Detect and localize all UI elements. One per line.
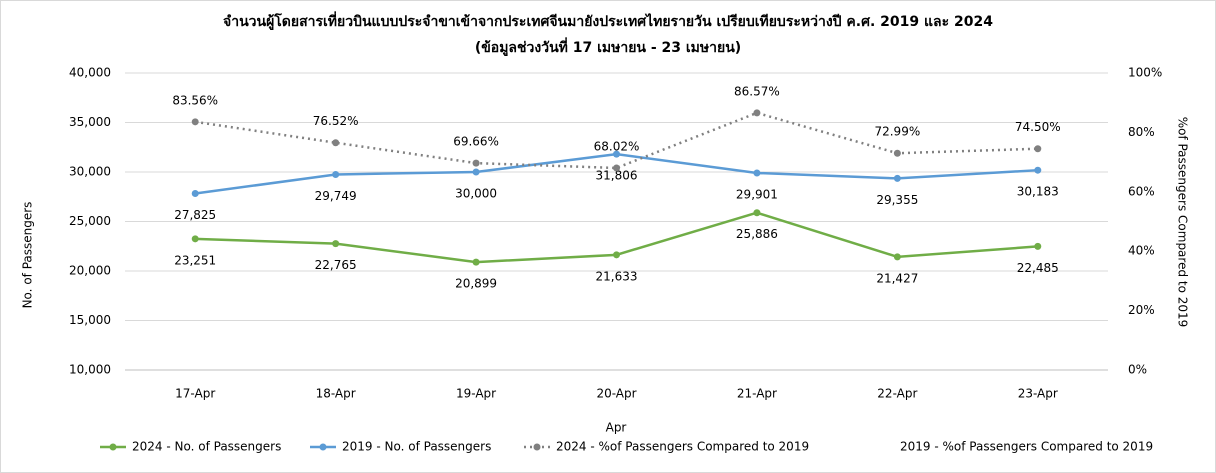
- y2-tick-label: 80%: [1128, 125, 1155, 139]
- data-point: [472, 258, 480, 266]
- legend-label: 2024 - No. of Passengers: [132, 440, 281, 454]
- y-tick-label: 20,000: [69, 264, 111, 278]
- data-point: [613, 164, 620, 172]
- data-label: 21,633: [596, 269, 638, 283]
- data-label: 22,485: [1017, 261, 1059, 275]
- data-label: 20,899: [455, 277, 497, 291]
- x-tick-label: 22-Apr: [877, 387, 917, 401]
- y-axis-title: No. of Passengers: [21, 202, 35, 309]
- y-tick-label: 25,000: [69, 214, 111, 228]
- x-tick-label: 21-Apr: [737, 387, 777, 401]
- x-tick-label: 19-Apr: [456, 387, 496, 401]
- data-label: 74.50%: [1015, 120, 1061, 134]
- data-point: [191, 235, 199, 243]
- x-tick-label: 20-Apr: [596, 387, 636, 401]
- data-point: [893, 253, 901, 261]
- data-label: 72.99%: [874, 125, 920, 139]
- legend-marker: [109, 443, 117, 451]
- legend-label: 2024 - %of Passengers Compared to 2019: [556, 440, 809, 454]
- data-point: [332, 139, 340, 147]
- data-point: [1034, 242, 1042, 250]
- data-point: [332, 240, 340, 248]
- legend-marker: [319, 443, 327, 451]
- y2-tick-label: 40%: [1128, 244, 1155, 258]
- data-label: 31,806: [596, 169, 638, 183]
- data-point: [753, 209, 761, 217]
- data-point: [1034, 166, 1042, 174]
- data-label: 30,183: [1017, 185, 1059, 199]
- data-point: [753, 109, 761, 117]
- y2-tick-label: 100%: [1128, 66, 1162, 80]
- y-tick-label: 10,000: [69, 363, 111, 377]
- data-label: 29,749: [315, 189, 357, 203]
- y-tick-label: 30,000: [69, 165, 111, 179]
- chart-subtitle: (ข้อมูลช่วงวันที่ 17 เมษายน - 23 เมษายน): [475, 37, 741, 56]
- data-point: [893, 149, 901, 157]
- y2-axis-title: %of Passengers Compared to 2019: [1176, 117, 1190, 328]
- data-point: [613, 150, 620, 158]
- data-point: [613, 251, 620, 259]
- data-label: 69.66%: [453, 135, 499, 149]
- data-label: 27,825: [174, 208, 216, 222]
- x-axis-title: Apr: [606, 421, 627, 435]
- x-tick-label: 23-Apr: [1018, 387, 1058, 401]
- data-point: [753, 169, 761, 177]
- chart-title: จำนวนผู้โดยสารเที่ยวบินแบบประจำขาเข้าจาก…: [223, 11, 993, 30]
- data-label: 22,765: [315, 258, 357, 272]
- x-tick-label: 17-Apr: [175, 387, 215, 401]
- data-point: [1034, 145, 1042, 153]
- data-label: 86.57%: [734, 84, 780, 98]
- data-label: 68.02%: [594, 139, 640, 153]
- data-label: 23,251: [174, 253, 216, 267]
- y2-tick-label: 20%: [1128, 303, 1155, 317]
- data-point: [893, 174, 901, 182]
- data-point: [472, 168, 480, 176]
- legend-marker: [533, 443, 541, 451]
- y-tick-label: 40,000: [69, 66, 111, 80]
- legend-label: 2019 - No. of Passengers: [342, 440, 491, 454]
- y-tick-label: 15,000: [69, 313, 111, 327]
- data-label: 29,355: [876, 193, 918, 207]
- data-label: 25,886: [736, 227, 778, 241]
- legend-marker: [878, 444, 885, 451]
- y-tick-label: 35,000: [69, 115, 111, 129]
- data-point: [472, 159, 480, 167]
- data-label: 29,901: [736, 187, 778, 201]
- data-point: [332, 170, 340, 178]
- data-label: 21,427: [876, 271, 918, 285]
- y2-tick-label: 60%: [1128, 184, 1155, 198]
- data-label: 76.52%: [313, 114, 359, 128]
- legend-label: 2019 - %of Passengers Compared to 2019: [900, 440, 1153, 454]
- data-label: 83.56%: [172, 93, 218, 107]
- data-point: [191, 190, 199, 198]
- y2-tick-label: 0%: [1128, 363, 1147, 377]
- data-label: 30,000: [455, 187, 497, 201]
- x-tick-label: 18-Apr: [316, 387, 356, 401]
- data-point: [191, 118, 199, 126]
